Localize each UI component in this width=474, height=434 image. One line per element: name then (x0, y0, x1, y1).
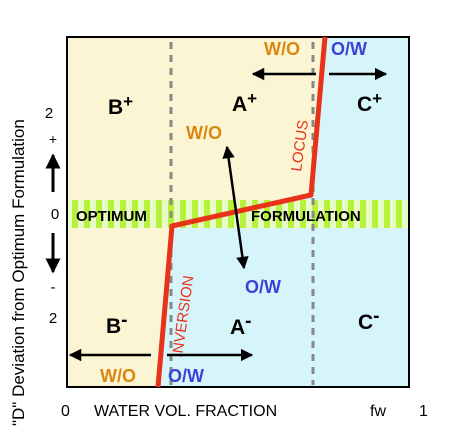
band-optimum-text: OPTIMUM (76, 208, 147, 225)
mid-diagonal-arrow (222, 145, 249, 270)
x-axis-label: WATER VOL. FRACTION (94, 403, 277, 420)
x-tick-left: 0 (61, 403, 70, 420)
y-axis-label: "D" Deviation from Optimum Formulation (9, 119, 28, 426)
band-formulation-text: FORMULATION (251, 208, 361, 225)
plot-frame (66, 36, 410, 388)
top-ow-label: O/W (331, 39, 367, 59)
bottom-ow-label: O/W (168, 366, 204, 386)
region-b-minus: B- (106, 310, 128, 338)
region-c-plus: C+ (357, 89, 382, 116)
region-a-plus: A+ (232, 89, 257, 116)
region-a-minus: A- (230, 311, 252, 339)
region-b-plus: B+ (108, 92, 133, 119)
mid-wo-label: W/O (186, 123, 222, 143)
top-wo-label: W/O (264, 39, 300, 59)
x-tick-right: 1 (419, 403, 428, 420)
y-tick-zero: 0 (51, 206, 59, 223)
x-axis-var: fw (370, 403, 386, 420)
y-tick-bottom-minus: - (51, 279, 56, 296)
y-tick-top-2: 2 (45, 105, 53, 122)
y-tick-bottom-2: 2 (49, 310, 57, 327)
y-tick-top-plus: + (49, 131, 57, 147)
region-c-minus: C- (358, 306, 380, 334)
mid-ow-label: O/W (245, 277, 281, 297)
bottom-wo-label: W/O (100, 366, 136, 386)
